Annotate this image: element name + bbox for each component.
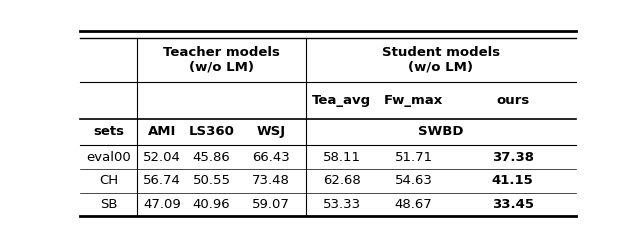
Text: AMI: AMI — [148, 125, 176, 138]
Text: SB: SB — [100, 198, 117, 211]
Text: 56.74: 56.74 — [143, 174, 180, 187]
Text: LS360: LS360 — [189, 125, 234, 138]
Text: Tea_avg: Tea_avg — [312, 94, 371, 107]
Text: 54.63: 54.63 — [395, 174, 433, 187]
Text: 47.09: 47.09 — [143, 198, 180, 211]
Text: WSJ: WSJ — [257, 125, 285, 138]
Text: 58.11: 58.11 — [323, 151, 361, 163]
Text: 37.38: 37.38 — [492, 151, 534, 163]
Text: 51.71: 51.71 — [394, 151, 433, 163]
Text: 73.48: 73.48 — [252, 174, 290, 187]
Text: 50.55: 50.55 — [193, 174, 230, 187]
Text: 59.07: 59.07 — [252, 198, 290, 211]
Text: 66.43: 66.43 — [252, 151, 290, 163]
Text: Fw_max: Fw_max — [384, 94, 443, 107]
Text: 62.68: 62.68 — [323, 174, 360, 187]
Text: 41.15: 41.15 — [492, 174, 534, 187]
Text: 40.96: 40.96 — [193, 198, 230, 211]
Text: SWBD: SWBD — [418, 125, 463, 138]
Text: eval00: eval00 — [86, 151, 131, 163]
Text: 48.67: 48.67 — [395, 198, 433, 211]
Text: Teacher models
(w/o LM): Teacher models (w/o LM) — [163, 46, 280, 74]
Text: 52.04: 52.04 — [143, 151, 180, 163]
Text: 33.45: 33.45 — [492, 198, 534, 211]
Text: CH: CH — [99, 174, 118, 187]
Text: Student models
(w/o LM): Student models (w/o LM) — [382, 46, 500, 74]
Text: 53.33: 53.33 — [323, 198, 361, 211]
Text: 45.86: 45.86 — [193, 151, 230, 163]
Text: ours: ours — [496, 94, 529, 107]
Text: sets: sets — [93, 125, 124, 138]
